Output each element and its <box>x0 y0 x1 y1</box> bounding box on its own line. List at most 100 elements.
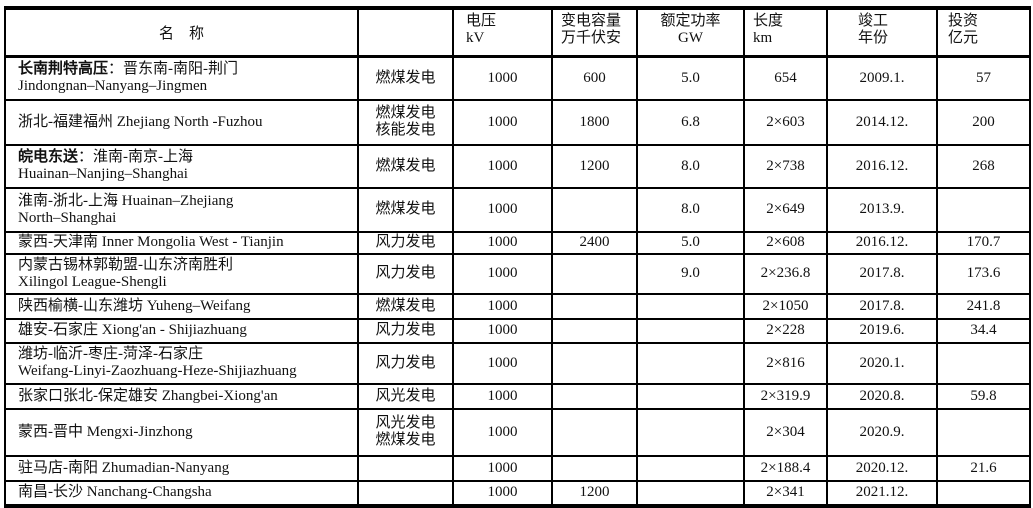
investment-cell: 241.8 <box>936 292 1031 320</box>
capacity-cell <box>551 341 638 385</box>
year-cell: 2017.8. <box>826 292 938 320</box>
voltage-cell: 1000 <box>452 454 553 482</box>
voltage-cell: 1000 <box>452 143 553 189</box>
capacity-cell <box>551 382 638 410</box>
header-type <box>357 7 454 58</box>
length-cell: 2×228 <box>743 317 828 344</box>
investment-cell: 57 <box>936 55 1031 101</box>
power-source: 燃煤发电 <box>357 186 454 233</box>
table-body: 长南荆特高压：晋东南-南阳-荆门 Jindongnan–Nanyang–Jingm… <box>4 55 1031 507</box>
length-cell: 2×1050 <box>743 292 828 320</box>
power-cell: 5.0 <box>636 55 745 101</box>
power-cell <box>636 407 745 457</box>
capacity-cell: 600 <box>551 55 638 101</box>
investment-cell: 173.6 <box>936 252 1031 295</box>
voltage-cell: 1000 <box>452 292 553 320</box>
year-cell: 2013.9. <box>826 186 938 233</box>
uhv-lines-table: 名 称 电压 kV 变电容量 万千伏安 额定功率 GW 长度 km 竣工 年份 投资 亿元 … <box>4 6 1031 508</box>
power-cell <box>636 479 745 507</box>
capacity-cell: 2400 <box>551 230 638 255</box>
length-cell: 2×319.9 <box>743 382 828 410</box>
table-row: 雄安-石家庄 Xiong'an - Shijiazhuang 风力发电 1000 2×… <box>4 317 1031 344</box>
power-cell: 8.0 <box>636 186 745 233</box>
length-cell: 2×603 <box>743 98 828 146</box>
project-label: 长南荆特高压 <box>18 61 109 78</box>
voltage-cell: 1000 <box>452 230 553 255</box>
voltage-cell: 1000 <box>452 407 553 457</box>
year-cell: 2016.12. <box>826 143 938 189</box>
table-row: 潍坊-临沂-枣庄-菏泽-石家庄 Weifang-Linyi-Zaozhuang-H… <box>4 341 1031 385</box>
power-source <box>357 479 454 507</box>
voltage-cell: 1000 <box>452 341 553 385</box>
table-row: 驻马店-南阳 Zhumadian-Nanyang 1000 2×188.4 2020.… <box>4 454 1031 482</box>
voltage-cell: 1000 <box>452 186 553 233</box>
investment-cell <box>936 407 1031 457</box>
header-name: 名 称 <box>4 7 359 58</box>
power-source: 风光发电 <box>357 382 454 410</box>
power-source: 风力发电 <box>357 317 454 344</box>
voltage-cell: 1000 <box>452 98 553 146</box>
length-cell: 2×236.8 <box>743 252 828 295</box>
power-source: 燃煤发电 <box>357 55 454 101</box>
header-length: 长度 km <box>743 7 828 58</box>
investment-cell: 21.6 <box>936 454 1031 482</box>
year-cell: 2020.1. <box>826 341 938 385</box>
route-name: 蒙西-晋中 Mengxi-Jinzhong <box>4 407 359 457</box>
year-cell: 2020.9. <box>826 407 938 457</box>
length-cell: 2×816 <box>743 341 828 385</box>
route-name: 长南荆特高压：晋东南-南阳-荆门 Jindongnan–Nanyang–Jingm… <box>4 55 359 101</box>
table-row: 蒙西-晋中 Mengxi-Jinzhong 风光发电 燃煤发电 1000 2×304 20… <box>4 407 1031 457</box>
voltage-cell: 1000 <box>452 55 553 101</box>
route-name: 陕西榆横-山东潍坊 Yuheng–Weifang <box>4 292 359 320</box>
table-row: 陕西榆横-山东潍坊 Yuheng–Weifang 燃煤发电 1000 2×1050 20… <box>4 292 1031 320</box>
power-cell: 8.0 <box>636 143 745 189</box>
length-cell: 2×649 <box>743 186 828 233</box>
voltage-cell: 1000 <box>452 382 553 410</box>
power-source <box>357 454 454 482</box>
capacity-cell <box>551 407 638 457</box>
power-source: 风光发电 燃煤发电 <box>357 407 454 457</box>
year-cell: 2014.12. <box>826 98 938 146</box>
power-source: 风力发电 <box>357 341 454 385</box>
power-source: 燃煤发电 <box>357 292 454 320</box>
route-name: 内蒙古锡林郭勒盟-山东济南胜利 Xilingol League-Shengli <box>4 252 359 295</box>
investment-cell: 59.8 <box>936 382 1031 410</box>
header-year: 竣工 年份 <box>826 7 938 58</box>
power-source: 风力发电 <box>357 252 454 295</box>
investment-cell <box>936 186 1031 233</box>
length-cell: 2×608 <box>743 230 828 255</box>
investment-cell: 200 <box>936 98 1031 146</box>
length-cell: 2×304 <box>743 407 828 457</box>
voltage-cell: 1000 <box>452 479 553 507</box>
power-cell <box>636 382 745 410</box>
power-cell <box>636 317 745 344</box>
power-cell: 9.0 <box>636 252 745 295</box>
route-name: 潍坊-临沂-枣庄-菏泽-石家庄 Weifang-Linyi-Zaozhuang-H… <box>4 341 359 385</box>
voltage-cell: 1000 <box>452 252 553 295</box>
power-cell <box>636 454 745 482</box>
header-voltage: 电压 kV <box>452 7 553 58</box>
project-label: 皖电东送 <box>18 149 79 165</box>
capacity-cell: 1200 <box>551 143 638 189</box>
length-cell: 2×341 <box>743 479 828 507</box>
year-cell: 2016.12. <box>826 230 938 255</box>
investment-cell <box>936 341 1031 385</box>
investment-cell: 34.4 <box>936 317 1031 344</box>
header-capacity: 变电容量 万千伏安 <box>551 7 638 58</box>
investment-cell: 170.7 <box>936 230 1031 255</box>
year-cell: 2009.1. <box>826 55 938 101</box>
route-name: 南昌-长沙 Nanchang-Changsha <box>4 479 359 507</box>
capacity-cell: 1800 <box>551 98 638 146</box>
table-row: 长南荆特高压：晋东南-南阳-荆门 Jindongnan–Nanyang–Jingm… <box>4 55 1031 101</box>
header-row: 名 称 电压 kV 变电容量 万千伏安 额定功率 GW 长度 km 竣工 年份 投资 亿元 <box>4 7 1031 58</box>
power-source: 燃煤发电 核能发电 <box>357 98 454 146</box>
capacity-cell: 1200 <box>551 479 638 507</box>
header-power: 额定功率 GW <box>636 7 745 58</box>
year-cell: 2019.6. <box>826 317 938 344</box>
route-name: 皖电东送：淮南-南京-上海 Huainan–Nanjing–Shanghai <box>4 143 359 189</box>
capacity-cell <box>551 317 638 344</box>
table-row: 蒙西-天津南 Inner Mongolia West - Tianjin 风力发电… <box>4 230 1031 255</box>
table-row: 淮南-浙北-上海 Huainan–Zhejiang North–Shanghai 燃… <box>4 186 1031 233</box>
route-name: 张家口张北-保定雄安 Zhangbei-Xiong'an <box>4 382 359 410</box>
year-cell: 2020.12. <box>826 454 938 482</box>
